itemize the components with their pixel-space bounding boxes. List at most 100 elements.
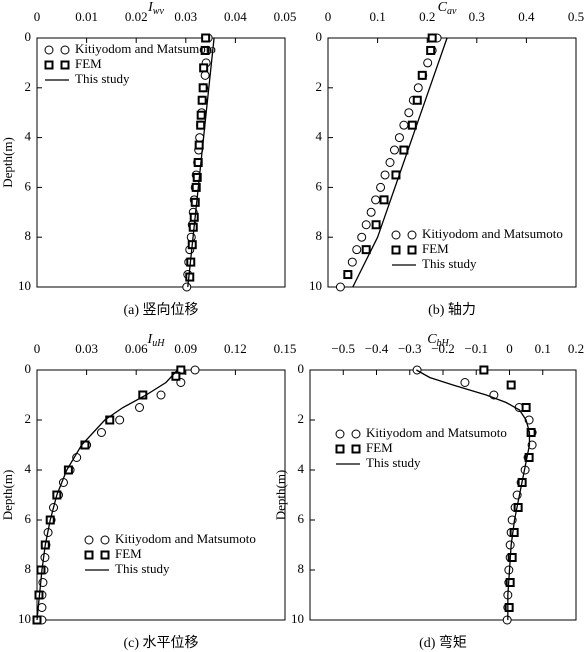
x-tick-label: 0.12 <box>224 341 247 356</box>
square-marker <box>526 428 536 437</box>
square-marker <box>198 83 208 93</box>
square-marker <box>200 45 210 55</box>
caption: (d) 弯矩 <box>419 634 467 651</box>
circle-marker <box>357 232 367 242</box>
legend-marker <box>60 45 70 55</box>
square-marker <box>479 365 489 375</box>
square-marker <box>361 245 371 255</box>
legend-marker <box>60 60 70 70</box>
square-marker <box>371 220 381 230</box>
circle-marker <box>413 83 423 93</box>
y-tick-label: 4 <box>316 129 323 144</box>
model-line <box>352 37 448 288</box>
y-tick-label: 10 <box>291 611 304 626</box>
x-tick-label: 0 <box>34 9 41 24</box>
circle-marker <box>376 182 386 192</box>
y-tick-label: 4 <box>25 129 32 144</box>
square-marker <box>524 453 534 462</box>
x-tick-label: 0.2 <box>568 341 584 356</box>
x-tick-label: 0.03 <box>174 9 197 24</box>
square-marker <box>513 503 523 512</box>
circle-marker <box>366 207 376 217</box>
circle-marker <box>335 282 345 292</box>
square-marker <box>506 380 516 390</box>
legend-marker <box>335 444 345 454</box>
circle-marker <box>394 133 404 143</box>
square-marker <box>505 578 515 587</box>
legend-marker <box>335 429 345 439</box>
square-marker <box>197 95 207 105</box>
y-tick-label: 4 <box>25 461 32 476</box>
circle-marker <box>502 615 512 625</box>
y-axis-title: Depth(m) <box>0 137 15 188</box>
x-axis-title-sub: av <box>447 6 457 17</box>
x-axis-title: IuH <box>147 332 166 349</box>
circle-marker <box>156 390 166 400</box>
y-tick-label: 2 <box>25 411 32 426</box>
y-tick-label: 0 <box>25 29 32 44</box>
x-tick-label: 0.06 <box>125 341 148 356</box>
square-marker <box>504 603 514 612</box>
plot-frame <box>36 369 286 621</box>
legend-label: FEM <box>366 440 393 455</box>
legend-marker <box>351 429 361 439</box>
caption: (c) 水平位移 <box>123 635 198 651</box>
x-axis-title: CbH <box>427 332 449 349</box>
x-axis-title-main: I <box>147 332 154 347</box>
square-marker <box>417 70 427 80</box>
x-axis-title: Cav <box>438 0 457 17</box>
square-marker <box>196 110 206 120</box>
legend-label: FEM <box>75 56 102 71</box>
square-marker <box>509 528 519 537</box>
x-tick-label: 0.3 <box>469 9 485 24</box>
circle-marker <box>182 282 192 292</box>
square-marker <box>407 120 417 130</box>
square-marker <box>201 33 211 43</box>
legend-marker <box>351 444 361 454</box>
x-tick-label: −0.3 <box>398 341 422 356</box>
legend-label: Kitiyodom and Matsumoto <box>366 425 507 440</box>
x-tick-label: 0.04 <box>224 9 247 24</box>
x-axis-title-sub: wv <box>153 6 165 17</box>
legend-label: This study <box>366 455 421 470</box>
y-axis-title: Depth(m) <box>273 470 288 521</box>
legend-marker <box>407 245 417 255</box>
legend-marker <box>391 230 401 240</box>
legend-marker <box>44 60 54 70</box>
y-tick-label: 6 <box>316 178 323 193</box>
x-tick-label: 0 <box>34 341 41 356</box>
legend-label: This study <box>115 561 170 576</box>
y-tick-label: 0 <box>25 361 32 376</box>
legend-label: Kitiyodom and Matsumoto <box>75 41 216 56</box>
square-marker <box>189 212 199 222</box>
legend-marker <box>44 45 54 55</box>
circle-marker <box>200 70 210 80</box>
y-tick-label: 8 <box>316 228 323 243</box>
square-marker <box>412 95 422 105</box>
x-tick-label: 0.1 <box>535 341 551 356</box>
y-tick-label: 10 <box>309 278 322 293</box>
x-tick-label: 0.01 <box>75 9 98 24</box>
x-axis-title-sub: uH <box>152 338 165 349</box>
square-marker <box>399 145 409 155</box>
x-tick-label: 0.09 <box>174 341 197 356</box>
legend-label: FEM <box>422 241 449 256</box>
y-tick-label: 10 <box>18 278 31 293</box>
y-tick-label: 8 <box>298 561 305 576</box>
y-tick-label: 0 <box>316 29 323 44</box>
circle-marker <box>505 540 515 550</box>
circle-marker <box>423 58 433 68</box>
circle-marker <box>527 440 537 450</box>
plot-frame <box>309 369 577 621</box>
square-marker <box>193 158 203 167</box>
circle-marker <box>404 108 414 118</box>
square-marker <box>192 172 202 182</box>
caption: (b) 轴力 <box>428 302 476 318</box>
legend-label: Kitiyodom and Matsumoto <box>115 531 256 546</box>
x-tick-label: 0.1 <box>369 9 385 24</box>
square-marker <box>194 140 204 150</box>
square-marker <box>185 272 195 282</box>
legend-marker <box>100 550 110 560</box>
